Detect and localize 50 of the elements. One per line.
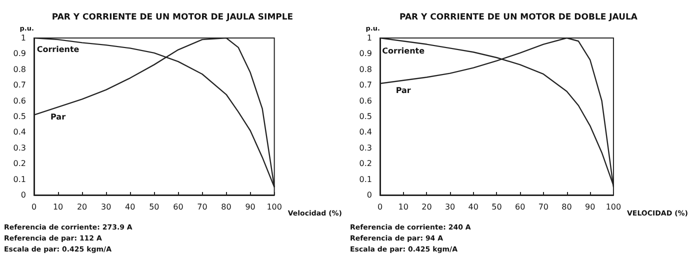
x-tick-label: 20 xyxy=(422,202,432,212)
x-tick-label: 70 xyxy=(197,202,208,212)
y-tick-label: 0.3 xyxy=(359,143,372,152)
y-tick-label: 1 xyxy=(366,34,372,42)
y-tick-label: 0.6 xyxy=(359,96,372,106)
y-tick-label: 1 xyxy=(20,34,26,42)
x-tick-label: 100 xyxy=(266,202,282,212)
y-tick-label: 0.4 xyxy=(359,128,372,137)
x-tick-label: 50 xyxy=(492,202,502,212)
x-tick-label: 50 xyxy=(149,202,160,212)
x-tick-label: 0 xyxy=(377,202,383,212)
x-tick-label: 80 xyxy=(562,202,572,212)
x-tick-label: 60 xyxy=(514,202,526,212)
series-label: Par xyxy=(50,112,66,122)
y-tick-label: 0.9 xyxy=(13,49,26,58)
series-label: Corriente xyxy=(382,46,426,56)
y-tick-label: 0.6 xyxy=(13,96,26,106)
y-tick-label: 0.5 xyxy=(359,112,372,121)
y-tick-label: 0 xyxy=(20,190,26,200)
x-tick-label: 10 xyxy=(52,202,64,212)
y-tick-label: 0.2 xyxy=(13,159,26,168)
x-tick-label: 70 xyxy=(538,202,549,212)
x-tick-label: 90 xyxy=(585,202,596,212)
y-tick-label: 0.4 xyxy=(13,128,26,137)
x-tick-label: 40 xyxy=(125,202,136,212)
y-tick-label: 0.9 xyxy=(359,49,372,58)
y-tick-label: 0.8 xyxy=(359,64,372,74)
chart-title: PAR Y CORRIENTE DE UN MOTOR DE DOBLE JAULA xyxy=(400,12,638,22)
y-tick-label: 0.1 xyxy=(13,174,26,184)
y-tick-label: 0.1 xyxy=(359,174,372,184)
y-tick-label: 0.5 xyxy=(13,112,26,121)
y-tick-label: 0.8 xyxy=(13,64,26,74)
x-tick-label: 90 xyxy=(245,202,256,212)
series-label: Par xyxy=(396,86,411,95)
y-tick-label: 0.3 xyxy=(13,143,26,152)
x-tick-label: 80 xyxy=(221,202,232,212)
x-tick-label: 30 xyxy=(444,202,456,212)
chart-title: PAR Y CORRIENTE DE UN MOTOR DE JAULA SIMPLE xyxy=(52,12,294,22)
y-tick-label: 0.7 xyxy=(13,80,26,90)
y-tick-label: 0.7 xyxy=(359,80,372,90)
x-tick-label: 20 xyxy=(76,202,88,212)
x-tick-label: 100 xyxy=(606,202,622,212)
x-tick-label: 60 xyxy=(173,202,184,212)
x-tick-label: 40 xyxy=(468,202,478,212)
x-tick-label: 10 xyxy=(398,202,408,212)
series-label: Corriente xyxy=(36,45,80,54)
y-tick-label: 0.2 xyxy=(359,159,372,168)
x-tick-label: 30 xyxy=(101,202,112,212)
x-tick-label: 0 xyxy=(31,202,37,212)
y-tick-label: 0 xyxy=(366,190,372,200)
